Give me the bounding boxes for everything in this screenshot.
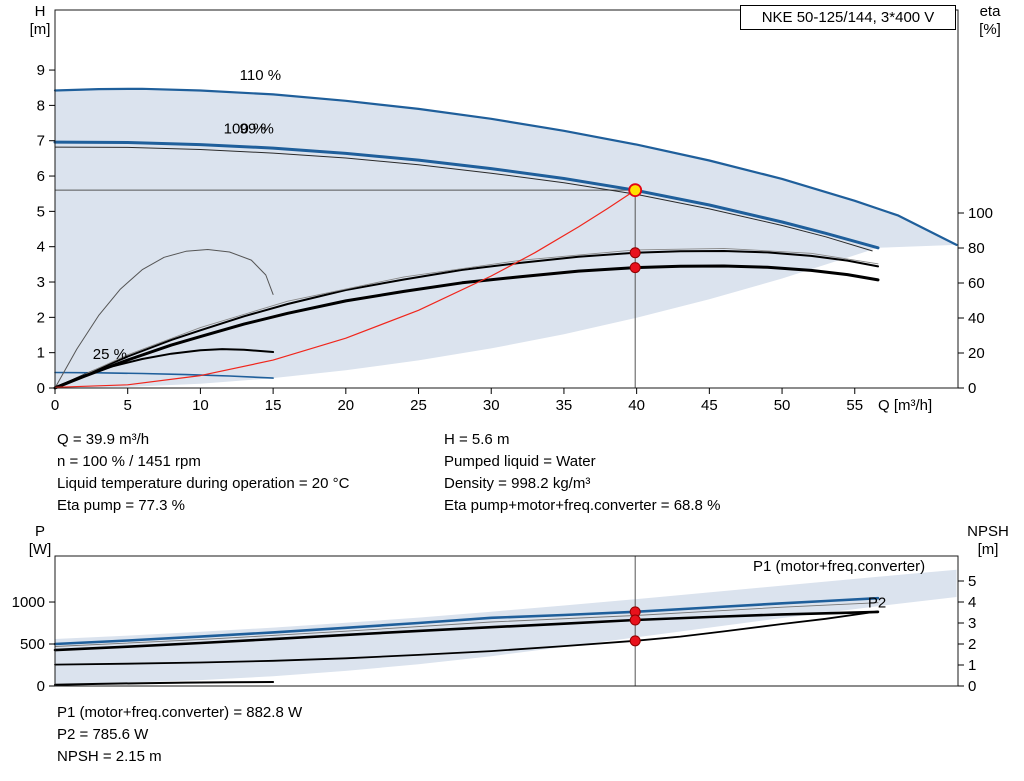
reduced-speed-small-curve: [54, 348, 275, 389]
y-left-tick-label: 1000: [12, 594, 45, 611]
pump-model-title: NKE 50-125/144, 3*400 V: [740, 5, 956, 30]
info-line-flow: Q = 39.9 m³/h: [57, 431, 150, 448]
p-axis-letter: P: [34, 523, 45, 540]
system-curve: [54, 189, 636, 388]
info-line-head: H = 5.6 m: [444, 431, 510, 448]
head-flow-chart-envelope: [55, 88, 957, 389]
npsh-point: [629, 635, 641, 647]
info-line-p1: P1 (motor+freq.converter) = 882.8 W: [57, 704, 303, 721]
y-right-tick-label: 0: [968, 380, 976, 397]
x-tick-label: 35: [556, 397, 573, 414]
x-tick-label: 15: [265, 397, 282, 414]
p-25pct-curve: [54, 681, 275, 686]
eta-pump-point: [629, 247, 641, 259]
x-tick-label: 5: [124, 397, 132, 414]
x-tick-label: 45: [701, 397, 718, 414]
x-tick-label: 20: [337, 397, 354, 414]
npsh-axis-title: NPSH [m]: [956, 523, 1020, 559]
power-info-block: P1 (motor+freq.converter) = 882.8 W P2 =…: [57, 702, 302, 768]
info-line-p2: P2 = 785.6 W: [57, 726, 149, 743]
h-axis-title: H [m]: [18, 3, 62, 39]
y-left-tick-label: 9: [37, 62, 45, 79]
p2-point: [629, 614, 641, 626]
info-line-temperature: Liquid temperature during operation = 20…: [57, 475, 350, 492]
y-right-tick-label: 60: [968, 275, 985, 292]
eta-pump-motor-converter-curve: [53, 264, 880, 390]
x-tick-label: 25: [410, 397, 427, 414]
info-line-eta-pump: Eta pump = 77.3 %: [57, 497, 185, 514]
y-left-tick-label: 7: [37, 133, 45, 150]
eta-total-point: [629, 262, 641, 274]
duty-info-right-column: H = 5.6 m Pumped liquid = Water Density …: [444, 429, 720, 517]
label-25pct: 25 %: [93, 346, 127, 363]
y-right-tick-label: 4: [968, 594, 976, 611]
y-left-tick-label: 0: [37, 380, 45, 397]
info-line-eta-total: Eta pump+motor+freq.converter = 68.8 %: [444, 497, 721, 514]
info-line-speed: n = 100 % / 1451 rpm: [57, 453, 201, 470]
x-tick-label: 10: [192, 397, 209, 414]
p2-curve: [53, 610, 880, 652]
eta-axis-title: eta [%]: [962, 3, 1018, 39]
info-line-npsh: NPSH = 2.15 m: [57, 748, 162, 765]
p-axis-unit: [W]: [28, 541, 52, 558]
y-right-tick-label: 2: [968, 636, 976, 653]
eta-thin-upper-curve: [54, 247, 879, 389]
npsh-axis-unit: [m]: [977, 541, 999, 558]
curve-100pct: [53, 140, 880, 250]
npsh-curve: [54, 610, 879, 666]
curve-99pct: [54, 146, 873, 252]
label-100pct: 100 %: [224, 120, 267, 137]
y-right-tick-label: 1: [968, 657, 976, 674]
p-thin-curve: [54, 602, 879, 647]
y-right-tick-label: 3: [968, 615, 976, 632]
y-right-tick-label: 20: [968, 345, 985, 362]
x-tick-label: 0: [51, 397, 59, 414]
npsh-axis-letter: NPSH: [967, 523, 1009, 540]
head-flow-chart: 0 5 10 15 20 25 30 35 40 45 50 55012345678902040608…: [37, 9, 993, 414]
label-99pct: 99 %: [240, 120, 274, 137]
y-left-tick-label: 1: [37, 345, 45, 362]
head-flow-chart-frame: [54, 9, 959, 389]
eta-reduced-speed-arc: [54, 249, 274, 389]
p1-curve: [53, 596, 880, 646]
y-left-tick-label: 5: [37, 203, 45, 220]
y-right-tick-label: 100: [968, 205, 993, 222]
y-left-tick-label: 0: [37, 678, 45, 695]
x-axis-label: Q [m³/h]: [878, 397, 932, 414]
eta-axis-unit: [%]: [979, 21, 1001, 38]
y-right-tick-label: 5: [968, 573, 976, 590]
y-left-tick-label: 8: [37, 97, 45, 114]
curve-110pct: [53, 87, 958, 246]
eta-axis-letter: eta: [979, 3, 1001, 20]
h-axis-letter: H: [34, 3, 46, 20]
x-tick-label: 40: [628, 397, 645, 414]
y-right-tick-label: 80: [968, 240, 985, 257]
x-tick-label: 55: [846, 397, 863, 414]
y-left-tick-label: 3: [37, 274, 45, 291]
h-axis-unit: [m]: [29, 21, 51, 38]
eta-pump-curve: [54, 250, 879, 389]
duty-info-left-column: Q = 39.9 m³/h n = 100 % / 1451 rpm Liqui…: [57, 429, 349, 517]
y-left-tick-label: 6: [37, 168, 45, 185]
y-left-tick-label: 2: [37, 309, 45, 326]
y-left-tick-label: 4: [37, 239, 45, 256]
x-tick-label: 30: [483, 397, 500, 414]
info-line-density: Density = 998.2 kg/m³: [444, 475, 591, 492]
y-right-tick-label: 0: [968, 678, 976, 695]
y-left-tick-label: 500: [20, 636, 45, 653]
x-tick-label: 50: [774, 397, 791, 414]
label-p1: P1 (motor+freq.converter): [753, 558, 925, 575]
info-line-liquid: Pumped liquid = Water: [444, 453, 596, 470]
power-npsh-chart-frame: [54, 555, 959, 687]
label-p2: P2: [868, 594, 886, 611]
label-110pct: 110 %: [240, 67, 281, 84]
y-right-tick-label: 40: [968, 310, 985, 327]
duty-point: [628, 183, 643, 198]
p-axis-title: P [W]: [18, 523, 62, 559]
power-npsh-chart: 0 500 1000 0 1 2 3 4 5 P1 (motor+freq.converter) P…: [12, 555, 976, 695]
